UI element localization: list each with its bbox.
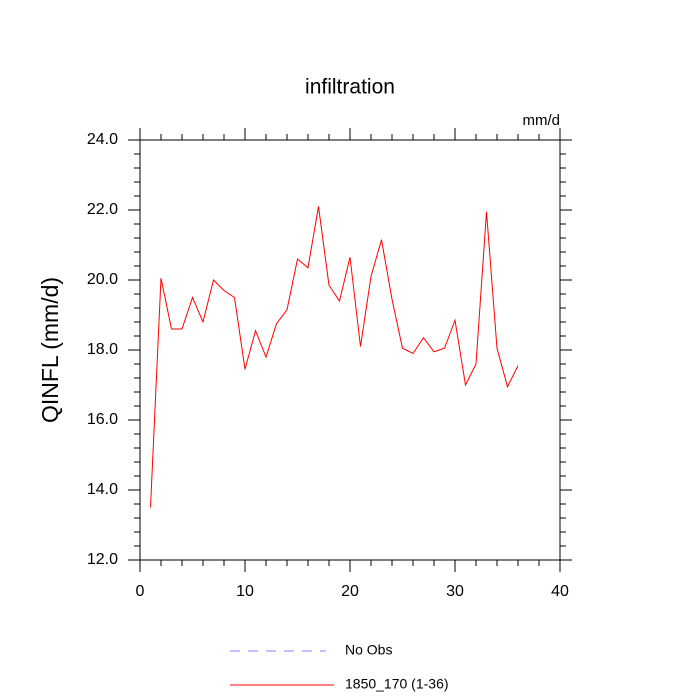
x-tick-label: 0: [136, 583, 145, 600]
x-tick-label: 10: [236, 583, 254, 600]
y-tick-label: 14.0: [87, 481, 118, 498]
x-tick-label: 30: [446, 583, 464, 600]
y-tick-label: 12.0: [87, 551, 118, 568]
legend-label: No Obs: [345, 642, 392, 658]
y-tick-label: 24.0: [87, 131, 118, 148]
x-tick-label: 40: [551, 583, 569, 600]
y-tick-label: 16.0: [87, 411, 118, 428]
units-label: mm/d: [523, 112, 561, 129]
y-tick-label: 20.0: [87, 271, 118, 288]
y-axis-label: QINFL (mm/d): [37, 277, 63, 423]
y-tick-label: 18.0: [87, 341, 118, 358]
x-tick-label: 20: [341, 583, 359, 600]
chart-title: infiltration: [305, 76, 395, 99]
data-line: [150, 206, 519, 508]
y-tick-label: 22.0: [87, 201, 118, 218]
legend-label: 1850_170 (1-36): [345, 676, 449, 692]
